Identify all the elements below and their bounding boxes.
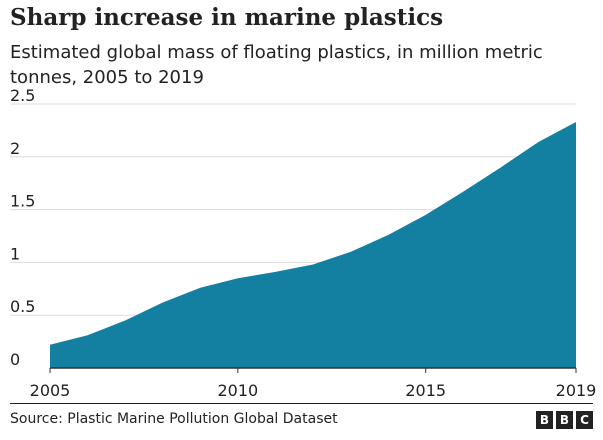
x-tick-label: 2015 — [405, 381, 446, 400]
y-tick-label: 0.5 — [10, 297, 35, 316]
chart-title: Sharp increase in marine plastics — [10, 4, 444, 31]
area-series-fill — [50, 121, 576, 369]
y-tick-label: 2 — [10, 139, 20, 158]
y-tick-label: 2.5 — [10, 86, 35, 105]
chart-subtitle: Estimated global mass of floating plasti… — [10, 42, 543, 88]
area-series — [50, 121, 576, 369]
bbc-logo: B B C — [536, 411, 593, 429]
source-note: Source: Plastic Marine Pollution Global … — [10, 411, 338, 427]
x-tick-label: 2019 — [556, 381, 597, 400]
y-tick-label: 1 — [10, 244, 20, 263]
bbc-logo-letter: B — [536, 411, 553, 429]
bbc-logo-letter: C — [576, 411, 593, 429]
tick-labels: 0 0.5 1 1.5 2 2.5 2005 2010 2015 2019 — [10, 86, 596, 400]
y-tick-label: 0 — [10, 350, 20, 369]
footer-divider — [10, 403, 593, 404]
x-tick-label: 2010 — [217, 381, 258, 400]
axes — [49, 367, 577, 373]
bbc-logo-letter: B — [556, 411, 573, 429]
y-tick-label: 1.5 — [10, 192, 35, 211]
x-tick-label: 2005 — [30, 381, 71, 400]
